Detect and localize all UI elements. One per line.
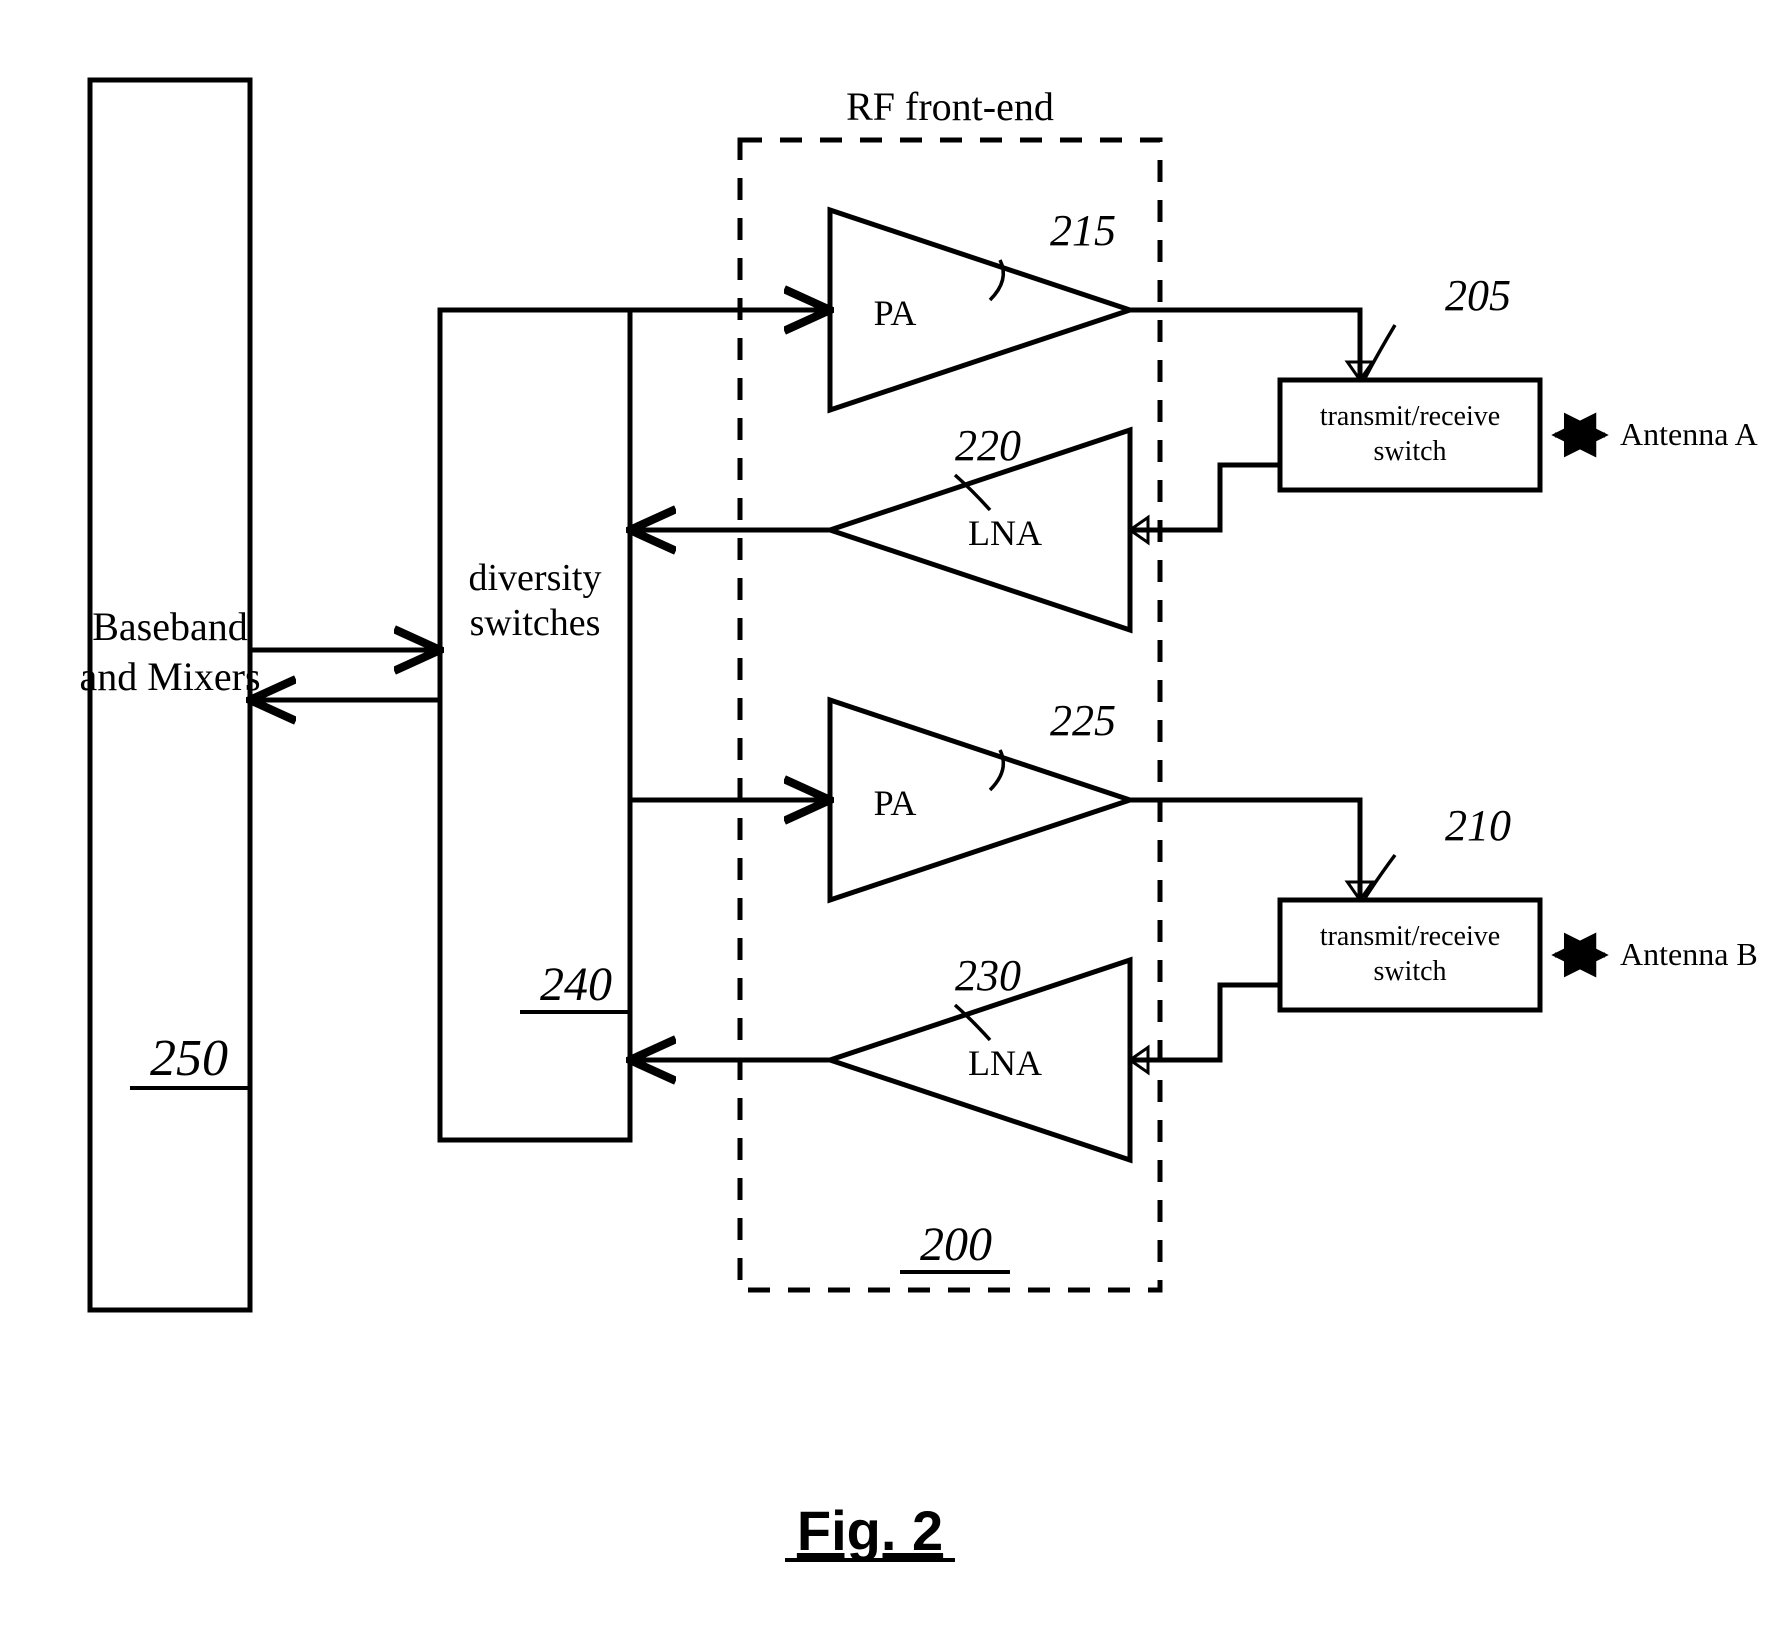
tr-switch-b-block (1280, 900, 1540, 1010)
rf-frontend-diagram: RF front-end Baseband and Mixers diversi… (0, 0, 1785, 1630)
connection-pa2_to_sw2 (1130, 800, 1360, 900)
ref-label-220: 220 (955, 421, 1021, 470)
diversity-label-1: diversity (469, 557, 602, 599)
ref-label-210: 210 (1445, 801, 1511, 850)
tr-switch-a-block (1280, 380, 1540, 490)
figure-caption: Fig. 2 (797, 1499, 943, 1562)
baseband-label-1: Baseband (92, 604, 248, 649)
ref-label-225: 225 (1050, 696, 1116, 745)
ref-label-250: 250 (150, 1030, 228, 1087)
antenna-a-label: Antenna A (1620, 416, 1758, 452)
leader-l205 (1365, 325, 1395, 378)
antenna-b-label: Antenna B (1620, 936, 1758, 972)
lna1-label: LNA (968, 513, 1042, 553)
pa1-label: PA (874, 293, 917, 333)
rf-frontend-label: RF front-end (846, 84, 1054, 129)
ref-label-200: 200 (920, 1218, 992, 1271)
lna2-label: LNA (968, 1043, 1042, 1083)
diversity-label-2: switches (470, 602, 601, 644)
ref-label-240: 240 (540, 958, 612, 1011)
leader-l210 (1365, 855, 1395, 898)
connection-sw2_to_lna2 (1130, 985, 1280, 1060)
tr-switch-a-label-1: transmit/receive (1320, 401, 1500, 432)
pa2-label: PA (874, 783, 917, 823)
ref-label-230: 230 (955, 951, 1021, 1000)
connection-pa1_to_sw1 (1130, 310, 1360, 380)
ref-label-215: 215 (1050, 206, 1116, 255)
tr-switch-b-label-2: switch (1373, 956, 1446, 987)
ref-label-205: 205 (1445, 271, 1511, 320)
tr-switch-a-label-2: switch (1373, 436, 1446, 467)
tr-switch-b-label-1: transmit/receive (1320, 921, 1500, 952)
baseband-label-2: and Mixers (79, 654, 260, 699)
diversity-switches-block (440, 310, 630, 1140)
connection-sw1_to_lna1 (1130, 465, 1280, 530)
